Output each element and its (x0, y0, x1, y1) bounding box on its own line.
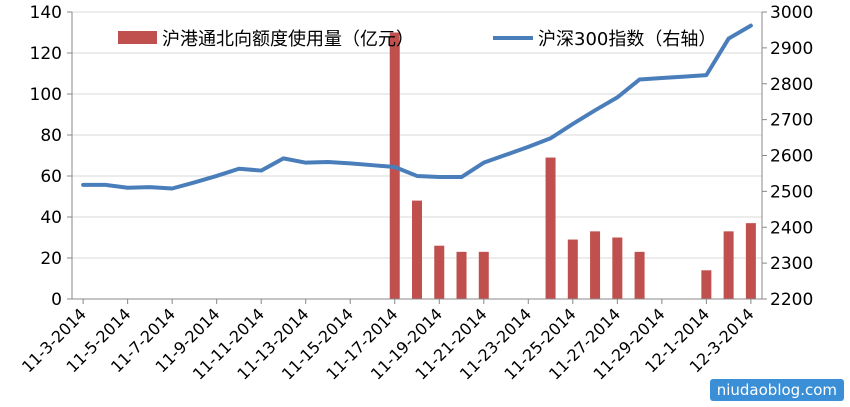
bar (456, 251, 467, 299)
left-tick-label: 20 (40, 249, 62, 269)
legend-bar-swatch (118, 31, 157, 44)
right-tick-label: 2400 (770, 218, 813, 238)
left-tick-label: 100 (30, 85, 62, 105)
x-axis-ticks: 11-3-201411-5-201411-7-201411-9-201411-1… (18, 299, 758, 384)
line-series (81, 23, 753, 191)
right-tick-label: 2900 (770, 39, 813, 59)
bar (745, 223, 756, 299)
bar (701, 270, 712, 299)
left-tick-label: 0 (51, 290, 62, 310)
legend-line-label: 沪深300指数（右轴） (538, 29, 716, 50)
right-tick-label: 3000 (770, 3, 813, 23)
bar (545, 157, 556, 299)
right-tick-label: 2800 (770, 75, 813, 95)
legend-bar-label: 沪港通北向额度使用量（亿元） (162, 29, 414, 50)
left-tick-label: 80 (40, 126, 62, 146)
left-y-axis-ticks: 0 20 40 60 80 100 120 140 (30, 3, 72, 310)
bar (478, 251, 489, 299)
bar (412, 200, 422, 299)
right-tick-label: 2500 (770, 182, 813, 202)
watermark: niudaoblog.com (709, 379, 844, 401)
bar (590, 231, 601, 299)
bar (612, 237, 623, 299)
left-tick-label: 140 (30, 3, 62, 23)
right-y-axis-ticks: 2200 2300 2400 2500 2600 2700 2800 2900 3000 (762, 3, 813, 310)
bar-series (389, 32, 756, 299)
left-tick-label: 120 (30, 44, 62, 64)
right-tick-label: 2300 (770, 254, 813, 274)
right-tick-label: 2700 (770, 111, 813, 131)
bar (567, 239, 578, 299)
right-tick-label: 2600 (770, 147, 813, 167)
bar (723, 231, 734, 299)
left-tick-label: 40 (40, 208, 62, 228)
right-tick-label: 2200 (770, 290, 813, 310)
index-line (81, 23, 753, 191)
legend: 沪港通北向额度使用量（亿元） 沪深300指数（右轴） (118, 29, 716, 50)
left-tick-label: 60 (40, 167, 62, 187)
bar (434, 245, 445, 299)
bar (634, 251, 645, 299)
